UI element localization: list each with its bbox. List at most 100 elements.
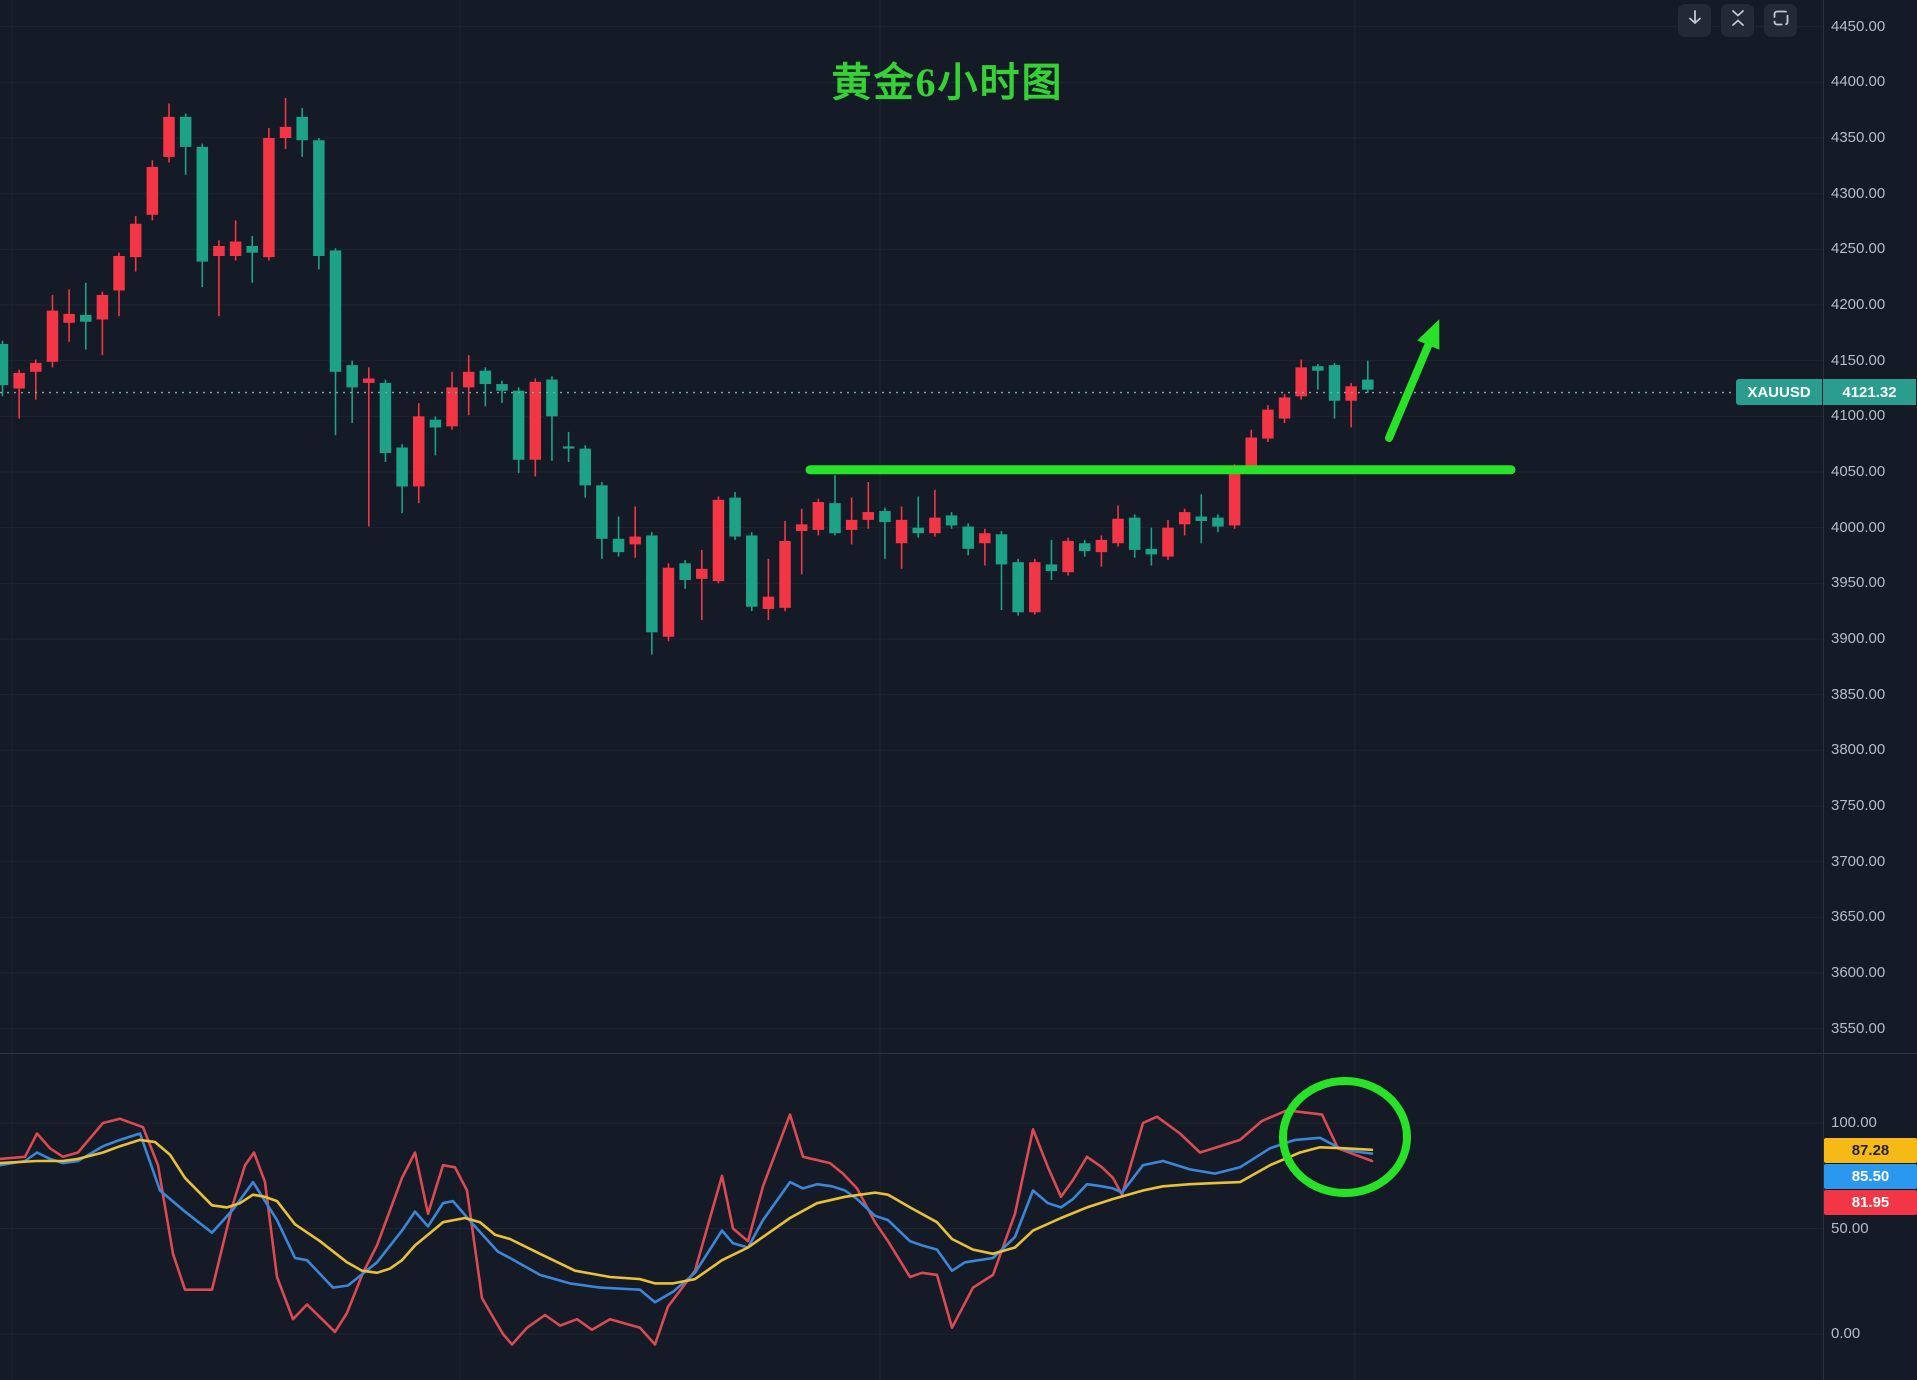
candle-body xyxy=(163,116,175,157)
price-tick-label: 3700.00 xyxy=(1831,852,1886,870)
collapse-chevrons-icon xyxy=(1729,9,1747,32)
candle-body xyxy=(1079,543,1091,552)
candle-body xyxy=(263,138,275,258)
last-price-badge: XAUUSD 4121.32 xyxy=(1736,379,1916,405)
candle-body xyxy=(829,503,841,534)
candle-body xyxy=(1212,517,1224,527)
candle-body xyxy=(762,596,775,609)
price-tick-label: 3800.00 xyxy=(1831,741,1886,759)
candle-body xyxy=(1045,564,1058,572)
candle-body xyxy=(579,448,591,486)
candle-body xyxy=(812,502,825,530)
candle-body xyxy=(80,315,92,322)
price-tick-label: 3900.00 xyxy=(1831,629,1886,647)
candle-body xyxy=(1012,562,1024,613)
price-tick-label: 4400.00 xyxy=(1831,73,1886,91)
candle-body xyxy=(1128,517,1141,550)
candle-body xyxy=(396,447,408,487)
candle-body xyxy=(512,390,525,460)
price-tick-label: 4050.00 xyxy=(1831,462,1886,480)
arrow-down-icon xyxy=(1686,9,1704,32)
price-tick-label: 3750.00 xyxy=(1831,796,1886,814)
candle-body xyxy=(712,499,725,582)
candle-body xyxy=(129,223,142,258)
candle-body xyxy=(213,245,225,257)
candle-body xyxy=(196,146,209,262)
candle-body xyxy=(429,419,442,428)
candle-body xyxy=(746,535,758,607)
download-button[interactable] xyxy=(1678,4,1711,37)
candle-body xyxy=(1178,512,1191,525)
candle-body xyxy=(1029,562,1041,613)
candle-body xyxy=(30,362,42,372)
chart-title: 黄金6小时图 xyxy=(831,60,1064,105)
candle-body xyxy=(1328,365,1341,401)
indicator-value-badge-slow: 87.28 xyxy=(1824,1138,1917,1163)
price-tick-label: 4100.00 xyxy=(1831,407,1886,425)
candle-body xyxy=(113,256,125,291)
up-arrow-annotation[interactable] xyxy=(1385,330,1437,442)
circle-annotation[interactable] xyxy=(1279,1077,1411,1197)
fullscreen-frame-icon xyxy=(1772,9,1790,32)
candle-body xyxy=(379,382,392,454)
candle-body xyxy=(562,446,575,449)
candle-body xyxy=(496,384,508,391)
oscillator-line-slow xyxy=(0,1138,1374,1285)
price-tick-label: 4350.00 xyxy=(1831,129,1886,146)
collapse-panes-button[interactable] xyxy=(1721,4,1754,37)
candle-body xyxy=(1345,386,1357,401)
candle-body xyxy=(413,416,425,487)
fullscreen-button[interactable] xyxy=(1764,4,1797,37)
candle-body xyxy=(679,563,691,580)
price-tick-label: 4450.00 xyxy=(1831,17,1886,35)
candle-body xyxy=(546,379,558,417)
candle-body xyxy=(596,485,608,539)
candle-body xyxy=(962,526,974,549)
indicator-value-badge-mid: 85.50 xyxy=(1824,1164,1917,1189)
candle-body xyxy=(895,519,908,544)
candle-body xyxy=(246,245,258,253)
candle-body xyxy=(479,370,492,385)
candle-body xyxy=(662,567,675,637)
oscillator-line-fast xyxy=(0,1109,1374,1346)
candle-body xyxy=(729,497,741,537)
candle-body xyxy=(1312,366,1324,371)
candle-body xyxy=(629,536,641,545)
price-tick-label: 4300.00 xyxy=(1831,184,1886,202)
candle-body xyxy=(696,568,708,579)
candle-body xyxy=(1228,466,1241,526)
symbol-label: XAUUSD xyxy=(1736,379,1822,405)
candle-body xyxy=(146,166,159,215)
candle-body xyxy=(1195,516,1208,521)
indicator-tick-label: 0.00 xyxy=(1831,1325,1861,1342)
candle-body xyxy=(1162,527,1174,557)
up-arrow-head xyxy=(1417,319,1440,350)
price-tick-label: 4000.00 xyxy=(1831,518,1886,536)
price-tick-label: 4150.00 xyxy=(1831,351,1886,369)
price-tick-label: 4200.00 xyxy=(1831,296,1886,313)
indicator-value-badge-fast: 81.95 xyxy=(1824,1190,1917,1215)
candle-body xyxy=(296,116,308,141)
price-tick-label: 3850.00 xyxy=(1831,685,1886,703)
candle-body xyxy=(795,524,808,531)
pane-separator[interactable] xyxy=(0,1053,1917,1054)
candle-body xyxy=(1145,548,1158,555)
price-tick-label: 3550.00 xyxy=(1831,1019,1886,1037)
candle-body xyxy=(1245,437,1257,468)
candle-body xyxy=(229,241,242,257)
candle-body xyxy=(945,515,958,526)
candle-body xyxy=(646,535,658,633)
candle-body xyxy=(912,527,924,534)
last-price-value: 4121.32 xyxy=(1823,379,1916,405)
candle-body xyxy=(179,116,192,147)
price-tick-label: 3600.00 xyxy=(1831,963,1886,981)
candle-body xyxy=(1362,379,1374,390)
candle-body xyxy=(979,533,991,544)
candle-body xyxy=(529,381,542,460)
candle-body xyxy=(63,313,75,323)
candle-body xyxy=(995,534,1008,565)
candle-body xyxy=(46,310,59,362)
candle-body xyxy=(779,541,791,608)
indicator-tick-label: 100.00 xyxy=(1831,1114,1877,1131)
